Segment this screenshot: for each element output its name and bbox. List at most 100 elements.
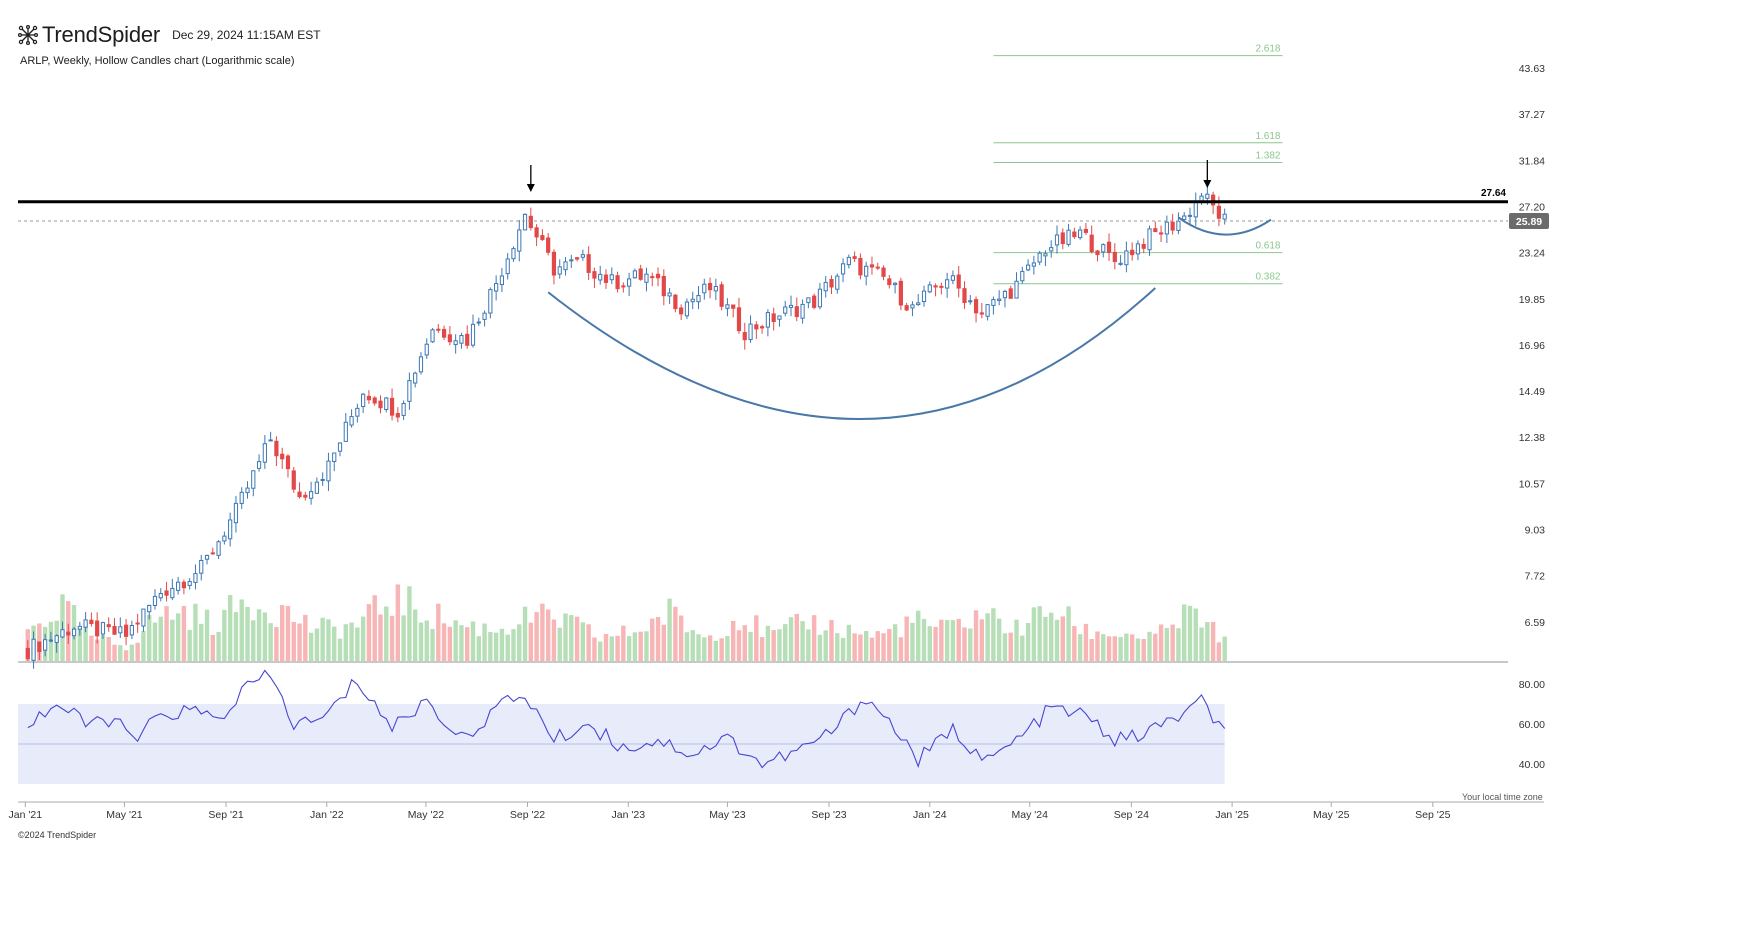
candle-body — [482, 312, 487, 320]
candle-body — [401, 402, 406, 416]
candle — [1147, 225, 1152, 256]
volume-bar — [407, 586, 412, 661]
candle — [66, 623, 71, 644]
volume-bar — [158, 616, 163, 661]
volume-bar — [586, 624, 591, 661]
candle — [453, 334, 458, 354]
candle-body — [476, 321, 481, 324]
volume-bar — [823, 630, 828, 661]
candle — [274, 436, 279, 467]
candle — [337, 442, 343, 457]
candle-body — [522, 213, 528, 231]
volume-bar — [713, 640, 719, 661]
candle-body — [1054, 234, 1060, 246]
rsi-axis-tick: 40.00 — [1519, 759, 1545, 771]
volume-bar — [840, 637, 846, 661]
candle — [355, 403, 360, 423]
candle-body — [1066, 229, 1071, 245]
fib-level-label: 1.382 — [1255, 151, 1280, 162]
candle — [910, 301, 915, 317]
volume-bar — [748, 631, 753, 661]
candle — [736, 297, 742, 334]
volume-bar — [638, 631, 643, 661]
fib-level-label: 0.382 — [1255, 272, 1280, 283]
candle — [540, 229, 545, 242]
volume-bar — [650, 618, 655, 661]
volume-bar — [835, 633, 840, 661]
volume-bar — [1124, 633, 1129, 661]
candle — [1164, 215, 1169, 243]
candle — [771, 307, 776, 331]
candle-body — [239, 491, 244, 504]
volume-bar — [609, 636, 614, 661]
volume-bar — [314, 628, 320, 661]
candle-body — [702, 283, 707, 294]
candle-body — [667, 292, 672, 297]
candle — [89, 612, 94, 627]
candle — [60, 621, 65, 639]
candle — [823, 275, 828, 298]
volume-bar — [251, 620, 256, 661]
candle-body — [511, 248, 516, 260]
candle-body — [910, 304, 915, 309]
candle-body — [494, 283, 499, 292]
candle — [875, 262, 880, 271]
candle — [644, 267, 649, 292]
volume-bar — [1187, 605, 1193, 661]
candle-body — [424, 343, 429, 356]
volume-bar — [783, 624, 788, 661]
candle-body — [309, 491, 314, 499]
volume-bar — [470, 621, 476, 661]
candle — [973, 296, 979, 323]
volume-bar — [372, 595, 377, 661]
volume-bar — [106, 636, 111, 661]
volume-bar — [1043, 616, 1048, 661]
candle — [1031, 255, 1036, 275]
volume-bar — [1199, 627, 1204, 661]
candle — [193, 564, 198, 590]
candle-body — [904, 305, 909, 311]
candle-body — [378, 400, 383, 409]
volume-bar — [412, 609, 418, 661]
candle-body — [655, 273, 661, 279]
candle — [314, 477, 319, 494]
candle-body — [696, 295, 701, 303]
resistance-label: 27.64 — [1481, 188, 1506, 199]
candle-body — [245, 487, 250, 494]
candle-body — [89, 619, 94, 625]
volume-bar — [534, 612, 539, 661]
volume-bar — [193, 603, 198, 661]
candle — [661, 269, 666, 306]
volume-bar — [436, 603, 441, 661]
candle — [54, 634, 59, 653]
candle-body — [1112, 251, 1117, 263]
candle — [777, 315, 782, 327]
candle — [164, 581, 169, 602]
candle-body — [291, 470, 296, 490]
volume-bar — [441, 623, 447, 661]
candle-body — [707, 282, 713, 291]
volume-bar — [291, 621, 296, 661]
volume-bar — [707, 635, 713, 661]
candle-body — [499, 275, 505, 286]
candle-body — [199, 559, 204, 574]
candle — [939, 282, 944, 295]
price-axis-tick: 19.85 — [1519, 294, 1545, 306]
candle-body — [389, 397, 395, 416]
volume-bar — [187, 629, 192, 661]
candle-body — [459, 335, 464, 344]
candle-body — [598, 273, 603, 281]
candle-body — [540, 235, 545, 240]
candle-body — [48, 639, 54, 642]
candle — [1130, 242, 1135, 261]
candle — [869, 256, 875, 275]
fib-level-label: 2.618 — [1255, 44, 1280, 55]
volume-bar — [239, 599, 244, 661]
candle — [291, 466, 296, 493]
time-axis-tick: Sep '22 — [510, 809, 545, 821]
candle-body — [794, 306, 799, 317]
candle — [361, 392, 366, 414]
price-axis-tick: 27.20 — [1519, 201, 1545, 213]
volume-bar — [181, 606, 187, 661]
